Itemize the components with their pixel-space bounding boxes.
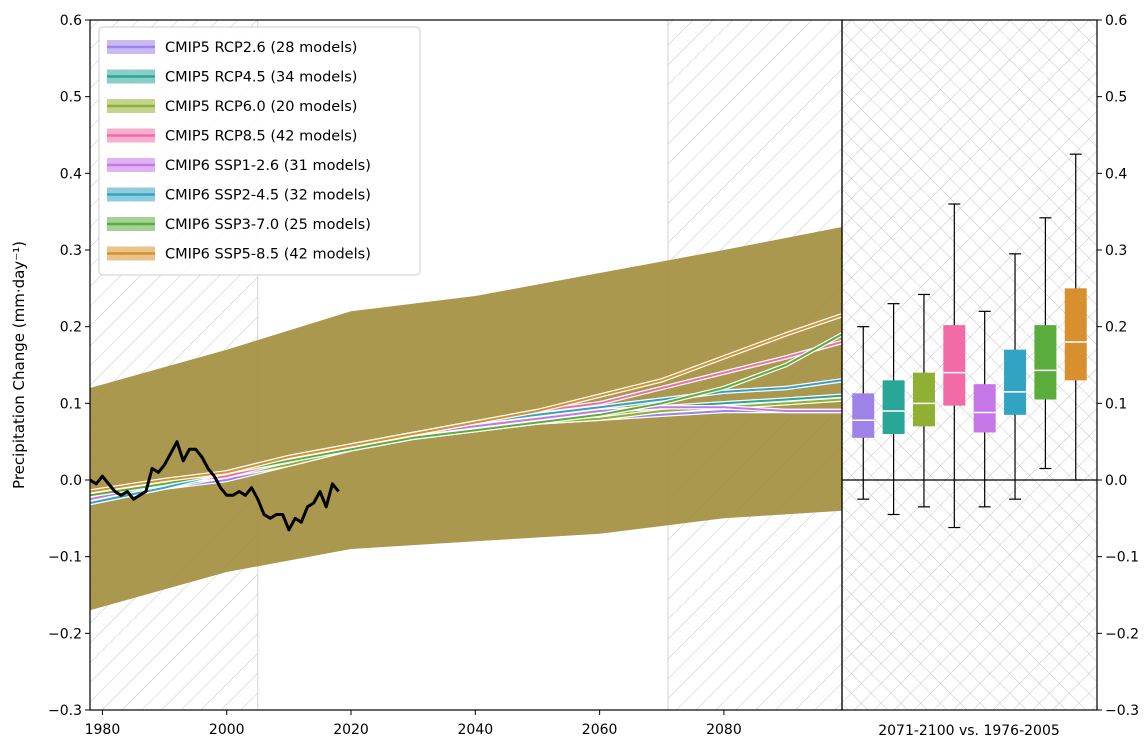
legend-label: CMIP6 SSP5-8.5 (42 models)	[165, 247, 371, 263]
boxplot-box	[1004, 349, 1027, 415]
boxplot-box	[882, 380, 905, 434]
boxplot-hatch-background	[842, 20, 1097, 710]
y-tick-label-left: 0.1	[60, 396, 82, 412]
legend-label: CMIP5 RCP8.5 (42 models)	[165, 129, 357, 145]
y-tick-label-left: −0.3	[48, 703, 82, 719]
y-tick-label-left: 0.4	[60, 166, 82, 182]
boxplot-box	[973, 384, 996, 433]
y-tick-label-right: 0.5	[1105, 90, 1127, 106]
y-tick-label-right: −0.3	[1105, 703, 1139, 719]
y-tick-label-left: 0.3	[60, 243, 82, 259]
boxplot-box	[852, 393, 875, 438]
y-axis-title: Precipitation Change (mm·day⁻¹)	[10, 241, 28, 489]
x-tick-label: 2040	[458, 722, 494, 738]
boxplot-2	[882, 303, 905, 516]
legend-label: CMIP5 RCP6.0 (20 models)	[165, 99, 357, 115]
y-tick-label-left: −0.1	[48, 550, 82, 566]
boxplot-3	[912, 293, 935, 508]
series-line-8	[90, 313, 842, 494]
y-tick-label-right: 0.6	[1105, 13, 1127, 29]
y-tick-label-left: 0.6	[60, 13, 82, 29]
y-tick-label-right: −0.2	[1105, 626, 1139, 642]
x-tick-label: 2020	[333, 722, 369, 738]
y-tick-label-left: 0.5	[60, 90, 82, 106]
x-tick-label: 2080	[706, 722, 742, 738]
boxplot-frame	[841, 19, 1098, 711]
legend: CMIP5 RCP2.6 (28 models) CMIP5 RCP4.5 (34…	[98, 26, 421, 276]
legend-label: CMIP6 SSP3-7.0 (25 models)	[165, 217, 371, 233]
boxplot-x-label: 2071-2100 vs. 1976-2005	[878, 723, 1060, 739]
x-tick-label: 1980	[85, 722, 121, 738]
boxplot-5	[973, 310, 996, 508]
observed-series	[90, 440, 340, 532]
y-tick-label-left: 0.0	[60, 473, 82, 489]
boxplot-1	[852, 326, 875, 500]
observed-line	[90, 440, 340, 532]
boxplot-4	[943, 203, 966, 529]
boxplot-6	[1004, 253, 1027, 500]
y-tick-label-left: 0.2	[60, 320, 82, 336]
y-tick-label-right: −0.1	[1105, 550, 1139, 566]
boxplots	[852, 153, 1087, 529]
y-tick-label-right: 0.4	[1105, 166, 1127, 182]
boxplot-box	[943, 325, 966, 406]
x-tick-label: 2060	[582, 722, 618, 738]
boxplot-8	[1064, 153, 1087, 481]
y-tick-label-right: 0.0	[1105, 473, 1127, 489]
x-tick-label: 2000	[209, 722, 245, 738]
y-tick-label-left: −0.2	[48, 626, 82, 642]
boxplot-7	[1034, 217, 1057, 470]
legend-box	[98, 26, 421, 276]
legend-label: CMIP6 SSP1-2.6 (31 models)	[165, 158, 371, 174]
legend-label: CMIP5 RCP2.6 (28 models)	[165, 40, 357, 56]
boxplot-box	[912, 372, 935, 427]
axes: −0.3 −0.3 −0.2 −0.2 −0.1 −0.1 0.0 0.0 0.1 0.1 0.2 0…	[48, 13, 1139, 738]
y-tick-label-right: 0.1	[1105, 396, 1127, 412]
boxplot-box	[1034, 325, 1057, 400]
legend-label: CMIP6 SSP2-4.5 (32 models)	[165, 188, 371, 204]
y-tick-label-right: 0.2	[1105, 320, 1127, 336]
legend-label: CMIP5 RCP4.5 (34 models)	[165, 70, 357, 86]
boxplot-panel	[841, 19, 1098, 711]
series-line-stroke	[90, 314, 842, 493]
ensemble-mean-lines	[90, 313, 842, 506]
y-tick-label-right: 0.3	[1105, 243, 1127, 259]
boxplot-box	[1064, 288, 1087, 381]
